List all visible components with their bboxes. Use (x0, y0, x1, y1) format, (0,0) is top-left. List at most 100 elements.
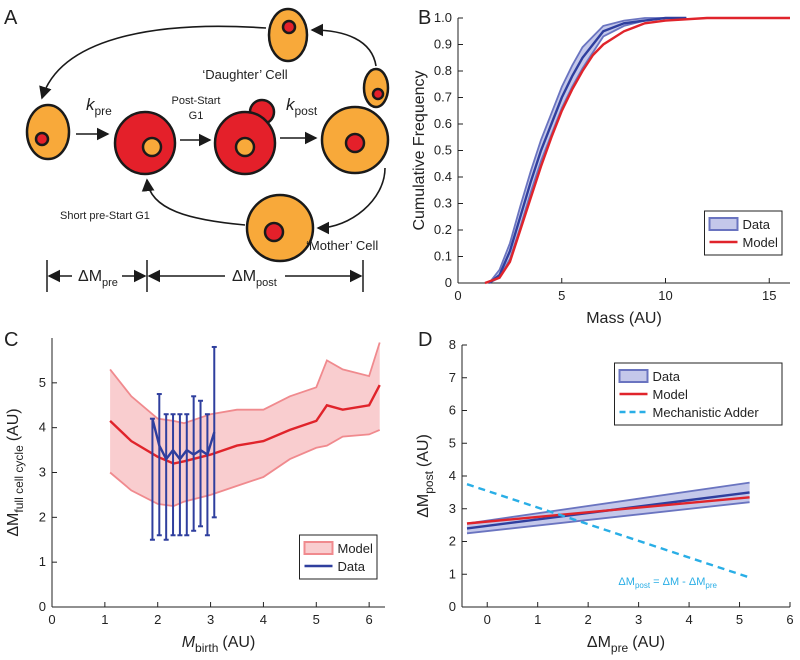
dimension-label: ΔMpre (78, 268, 118, 289)
y-tick-label: 0.8 (434, 63, 452, 78)
y-tick-label: 2 (39, 509, 46, 524)
y-tick-label: 0 (445, 275, 452, 290)
legend-swatch (303, 541, 334, 555)
legend-swatch (708, 217, 739, 231)
x-tick-label: 0 (484, 612, 491, 627)
chart: 0 5 10 15 0 0.1 0.2 0.3 0.4 0.5 0.6 0.7 0.8 0.9 1.0 Dat… (411, 10, 790, 327)
y-tick-label: 0.7 (434, 90, 452, 105)
annotation-sub: pre (705, 581, 717, 590)
band-edge (109, 342, 381, 425)
x-tick-label: 1 (534, 612, 541, 627)
y-tick-label: 4 (39, 420, 46, 435)
y-tick-label: 7 (449, 370, 456, 385)
y-axis-label: Cumulative Frequency (411, 70, 428, 230)
y-axis-label: ΔMpost (AU) (415, 434, 436, 518)
x-tick-label: 3 (207, 612, 214, 627)
label-main: M (182, 634, 196, 651)
series-line (466, 496, 750, 525)
y-tick-label: 3 (39, 465, 46, 480)
y-tick-label: 1 (39, 554, 46, 569)
nucleus (234, 136, 256, 158)
label-main: ΔM (5, 513, 22, 537)
x-tick-label: 0 (48, 612, 55, 627)
label-unit: (AU) (222, 634, 255, 651)
y-tick-label: 5 (39, 375, 46, 390)
label-unit: (AU) (5, 408, 22, 441)
legend-label: Model (653, 387, 689, 402)
y-tick-label: 0.2 (434, 222, 452, 237)
dm-symbol: ΔM (78, 268, 102, 285)
nucleus (344, 132, 366, 154)
legend-label: Data (338, 559, 366, 574)
y-tick-label: 0.4 (434, 169, 452, 184)
x-tick-label: 0 (454, 288, 461, 303)
rate-label: kpost (286, 95, 318, 118)
legend-label: Data (743, 217, 771, 232)
y-tick-label: 0.6 (434, 116, 452, 131)
x-axis-label: ΔMpre (AU) (587, 634, 665, 655)
y-tick-label: 8 (449, 337, 456, 352)
nucleus (371, 87, 385, 101)
rate-sub: pre (95, 104, 113, 118)
y-tick-label: 0.9 (434, 37, 452, 52)
series-line (484, 16, 790, 285)
arrow (141, 178, 246, 226)
x-tick-label: 15 (762, 288, 776, 303)
x-tick-label: 2 (154, 612, 161, 627)
panel-label: C (4, 329, 18, 351)
y-tick-label: 2 (449, 534, 456, 549)
chart: 0 1 2 3 4 5 6 0 1 2 3 4 5 6 7 8 Data Model Mechanistic Add… (415, 337, 794, 655)
label-sub: birth (195, 641, 218, 655)
x-tick-label: 2 (585, 612, 592, 627)
dimension-lines (46, 260, 364, 292)
label-unit: (AU) (632, 634, 665, 651)
cell-label: ‘Daughter’ Cell (202, 67, 287, 82)
legend-label: Data (653, 369, 681, 384)
rate-symbol: k (86, 95, 96, 114)
nucleus (141, 136, 163, 158)
y-tick-label: 0 (449, 599, 456, 614)
y-tick-label: 4 (449, 468, 456, 483)
legend-label: Mechanistic Adder (653, 405, 760, 420)
stage-label: G1 (189, 110, 204, 122)
y-tick-label: 0 (39, 599, 46, 614)
annotation-sub: post (635, 581, 651, 590)
cell-cycle-diagram: kpre Post-Start G1 kpost ‘Daughter’ Cell… (25, 7, 390, 292)
arrow (316, 167, 386, 235)
arrow (39, 25, 267, 100)
label-main: ΔM (587, 634, 611, 651)
x-tick-label: 5 (736, 612, 743, 627)
y-tick-label: 0.5 (434, 143, 452, 158)
cell (25, 103, 71, 161)
band-edge (466, 481, 750, 525)
dimension-label: ΔMpost (232, 268, 277, 289)
bud (362, 67, 390, 109)
rate-symbol: k (286, 95, 296, 114)
band (467, 482, 750, 534)
y-tick-label: 1.0 (434, 10, 452, 25)
x-axis-label: Mass (AU) (586, 310, 662, 327)
x-tick-label: 6 (366, 612, 373, 627)
arrow (310, 23, 377, 67)
y-tick-label: 0.3 (434, 196, 452, 211)
x-tick-label: 5 (558, 288, 565, 303)
dm-sub: pre (102, 277, 118, 289)
cell (267, 7, 309, 63)
annotation: ΔMpost = ΔM - ΔMpre (618, 576, 717, 590)
band-edge (488, 17, 687, 284)
stage-label: Post-Start (172, 95, 221, 107)
nucleus (263, 221, 285, 243)
annotation-text: = ΔM - ΔM (650, 576, 705, 588)
rate-label: kpre (86, 95, 112, 118)
band-edge (466, 501, 750, 535)
x-tick-label: 4 (260, 612, 267, 627)
label-sub: post (422, 470, 436, 493)
x-tick-label: 6 (786, 612, 793, 627)
legend-swatch (618, 369, 649, 383)
x-tick-label: 1 (101, 612, 108, 627)
y-tick-label: 0.1 (434, 249, 452, 264)
stage-label: Short pre-Start G1 (60, 210, 150, 222)
annotation-text: ΔM (618, 576, 635, 588)
